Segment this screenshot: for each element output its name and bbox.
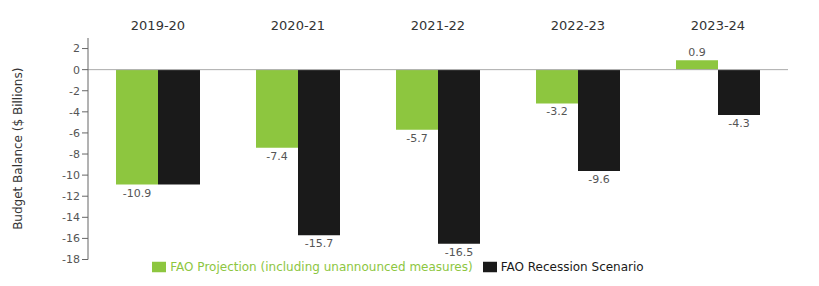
svg-text:-18: -18 xyxy=(62,253,80,266)
svg-text:-16.5: -16.5 xyxy=(445,246,473,259)
html-text:FAO Projection (including unan: FAO Projection (including unannounced me… xyxy=(170,259,473,274)
svg-text:-5.7: -5.7 xyxy=(406,132,427,145)
svg-text:-8: -8 xyxy=(69,148,80,161)
svg-text:-3.2: -3.2 xyxy=(546,105,567,118)
svg-text:-10: -10 xyxy=(62,169,80,182)
svg-text:-16: -16 xyxy=(62,232,80,245)
svg-text:0.9: 0.9 xyxy=(688,46,706,59)
svg-text:-14: -14 xyxy=(62,211,80,224)
html-text:FAO Recession Scenario: FAO Recession Scenario xyxy=(500,259,644,274)
svg-text:2023-24: 2023-24 xyxy=(691,18,745,33)
svg-text:2022-23: 2022-23 xyxy=(551,18,605,33)
svg-text:Budget Balance ($ Billions): Budget Balance ($ Billions) xyxy=(11,68,25,230)
svg-text:0: 0 xyxy=(73,64,80,77)
svg-text:2021-22: 2021-22 xyxy=(411,18,465,33)
svg-text:-2: -2 xyxy=(69,85,80,98)
svg-text:-12: -12 xyxy=(62,190,80,203)
svg-text:-6: -6 xyxy=(69,127,80,140)
svg-text:2019-20: 2019-20 xyxy=(131,18,185,33)
svg-text:2020-21: 2020-21 xyxy=(271,18,325,33)
svg-text:-4.3: -4.3 xyxy=(728,117,749,130)
svg-text:-10.9: -10.9 xyxy=(123,187,151,200)
svg-text:-9.6: -9.6 xyxy=(588,173,609,186)
svg-text:-7.4: -7.4 xyxy=(266,150,287,163)
svg-text:2: 2 xyxy=(73,42,80,55)
svg-text:-4: -4 xyxy=(69,106,80,119)
svg-text:-15.7: -15.7 xyxy=(305,237,333,250)
